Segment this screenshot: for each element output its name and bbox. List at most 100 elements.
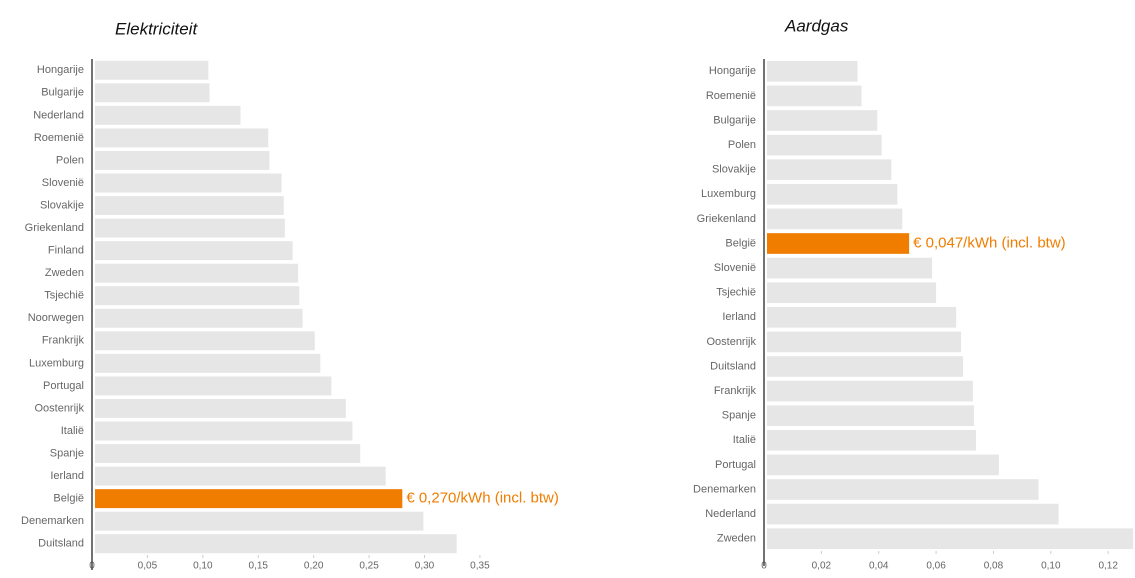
y-tick-label: Duitsland bbox=[710, 360, 756, 372]
bar bbox=[95, 398, 346, 418]
y-tick-label: Ierland bbox=[722, 311, 756, 323]
y-tick-label: Roemenië bbox=[706, 90, 756, 102]
y-tick-label: Spanje bbox=[50, 447, 84, 459]
y-tick-label: België bbox=[725, 237, 756, 249]
bar bbox=[767, 233, 910, 254]
bar bbox=[767, 380, 973, 402]
annotation: € 0,270/kWh (incl. btw) bbox=[406, 490, 559, 507]
bar bbox=[767, 405, 974, 427]
y-tick-label: Frankrijk bbox=[714, 385, 757, 397]
y-tick-label: Bulgarije bbox=[41, 87, 84, 99]
bar bbox=[95, 466, 386, 486]
y-tick-label: Griekenland bbox=[25, 222, 84, 234]
x-tick-label: 0,35 bbox=[470, 561, 490, 572]
bar bbox=[767, 503, 1059, 525]
y-tick-label: Tsjechië bbox=[44, 290, 84, 302]
x-tick-label: 0,15 bbox=[249, 561, 269, 572]
y-tick-label: België bbox=[53, 493, 84, 505]
y-tick-label: Italië bbox=[61, 425, 84, 437]
y-tick-label: Frankrijk bbox=[42, 335, 85, 347]
bar bbox=[95, 150, 270, 170]
y-tick-label: Roemenië bbox=[34, 132, 84, 144]
y-tick-label: Oostenrijk bbox=[34, 402, 84, 414]
chart-title: Aardgas bbox=[784, 16, 849, 35]
bar bbox=[95, 128, 269, 148]
y-tick-label: Portugal bbox=[43, 380, 84, 392]
bar bbox=[95, 60, 209, 80]
x-tick-label: 0 bbox=[761, 561, 767, 572]
y-tick-label: Ierland bbox=[50, 470, 84, 482]
y-tick-label: Polen bbox=[56, 154, 84, 166]
bar bbox=[767, 282, 937, 304]
bar bbox=[95, 511, 424, 531]
bar bbox=[95, 444, 361, 464]
x-tick-label: 0,10 bbox=[193, 561, 213, 572]
y-tick-label: Oostenrijk bbox=[706, 336, 756, 348]
y-tick-label: Nederland bbox=[33, 109, 84, 121]
bar bbox=[767, 356, 964, 377]
bar bbox=[767, 85, 862, 107]
bar bbox=[95, 534, 457, 554]
y-tick-label: Zweden bbox=[717, 533, 756, 545]
y-tick-label: Duitsland bbox=[38, 538, 84, 550]
bar bbox=[95, 173, 282, 193]
y-tick-label: Spanje bbox=[722, 410, 756, 422]
x-tick-label: 0,05 bbox=[138, 561, 158, 572]
x-tick-label: 0,30 bbox=[415, 561, 435, 572]
bar bbox=[767, 454, 999, 476]
y-tick-label: Denemarken bbox=[21, 515, 84, 527]
y-tick-label: Slovenië bbox=[714, 262, 756, 274]
x-tick-label: 0,04 bbox=[869, 561, 889, 572]
annotation: € 0,047/kWh (incl. btw) bbox=[913, 234, 1066, 251]
y-tick-label: Tsjechië bbox=[716, 287, 756, 299]
y-tick-label: Zweden bbox=[45, 267, 84, 279]
bar bbox=[95, 105, 241, 125]
bar bbox=[95, 218, 285, 238]
x-tick-label: 0,02 bbox=[812, 561, 832, 572]
bar bbox=[95, 286, 300, 306]
y-tick-label: Slovakije bbox=[40, 199, 84, 211]
y-tick-label: Luxemburg bbox=[701, 188, 756, 200]
y-tick-label: Luxemburg bbox=[29, 357, 84, 369]
bar bbox=[767, 429, 976, 451]
y-tick-label: Griekenland bbox=[697, 213, 756, 225]
bar bbox=[95, 353, 321, 373]
bar bbox=[95, 83, 210, 103]
y-tick-label: Portugal bbox=[715, 459, 756, 471]
y-tick-label: Noorwegen bbox=[28, 312, 84, 324]
x-tick-label: 0,20 bbox=[304, 561, 324, 572]
x-tick-label: 0,12 bbox=[1098, 561, 1118, 572]
x-tick-label: 0,25 bbox=[359, 561, 379, 572]
x-tick-label: 0,10 bbox=[1041, 561, 1061, 572]
x-tick-label: 0,08 bbox=[984, 561, 1004, 572]
bar bbox=[95, 489, 403, 509]
y-tick-label: Slovenië bbox=[42, 177, 84, 189]
bar bbox=[95, 331, 315, 351]
y-tick-label: Slovakije bbox=[712, 164, 756, 176]
bar bbox=[767, 331, 962, 353]
bar bbox=[767, 306, 957, 328]
bar bbox=[767, 134, 882, 156]
x-tick-label: 0,06 bbox=[926, 561, 946, 572]
y-tick-label: Bulgarije bbox=[713, 114, 756, 126]
y-tick-label: Finland bbox=[48, 245, 84, 257]
bar bbox=[95, 196, 284, 216]
bar bbox=[95, 308, 303, 328]
bar bbox=[767, 208, 903, 230]
y-tick-label: Polen bbox=[728, 139, 756, 151]
bar bbox=[767, 183, 898, 205]
bar bbox=[767, 159, 892, 181]
bar bbox=[95, 263, 299, 283]
bar bbox=[767, 110, 878, 131]
bar bbox=[767, 528, 1134, 550]
y-tick-label: Italië bbox=[733, 434, 756, 446]
bar bbox=[95, 421, 353, 441]
bar bbox=[767, 60, 858, 82]
bar bbox=[767, 479, 1039, 500]
y-tick-label: Hongarije bbox=[37, 64, 84, 76]
bar bbox=[767, 257, 933, 279]
y-tick-label: Hongarije bbox=[709, 65, 756, 77]
y-tick-label: Nederland bbox=[705, 508, 756, 520]
bar bbox=[95, 241, 293, 261]
